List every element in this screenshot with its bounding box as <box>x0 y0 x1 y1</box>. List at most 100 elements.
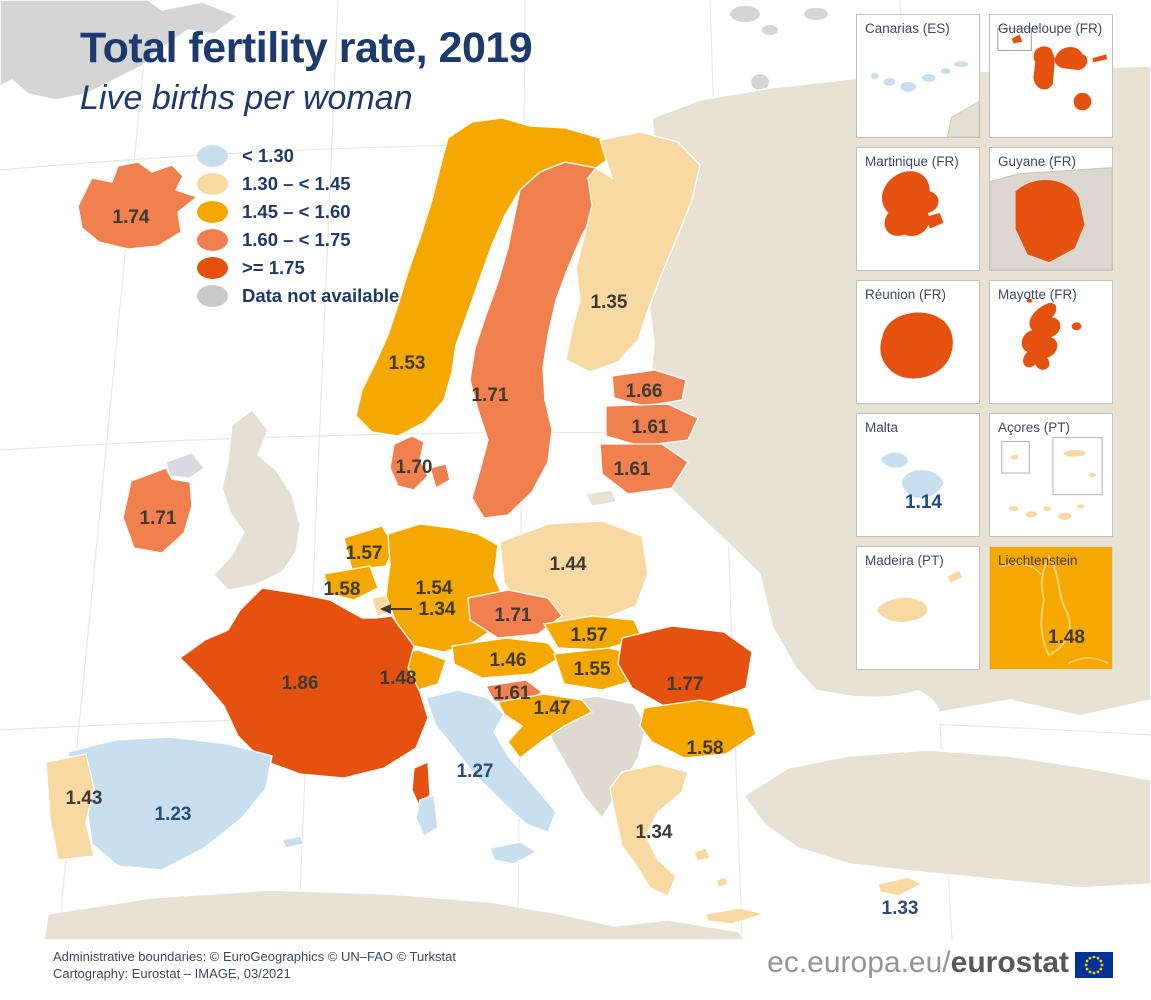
country-italy <box>415 689 557 865</box>
country-iceland <box>77 161 199 250</box>
value-label-luxembourg: 1.34 <box>419 599 456 620</box>
value-label-germany: 1.54 <box>416 578 453 599</box>
inset-title: Mayotte (FR) <box>998 287 1077 302</box>
inset-liechtenstein: Liechtenstein 1.48 <box>989 546 1113 670</box>
inset-guyane: Guyane (FR) <box>989 147 1113 271</box>
inset-panels: Canarias (ES) Guadeloupe (FR) Martinique… <box>856 14 1113 670</box>
inset-title: Malta <box>865 420 899 435</box>
value-label-romania: 1.77 <box>667 674 704 695</box>
legend-label: 1.60 – < 1.75 <box>242 229 351 250</box>
value-label-sweden: 1.71 <box>472 385 509 406</box>
inset-title: Açores (PT) <box>998 420 1071 435</box>
country-ireland <box>122 467 193 554</box>
value-label-slovenia: 1.61 <box>494 683 531 704</box>
inset-malta: Malta 1.14 <box>856 413 980 537</box>
country-portugal <box>45 753 95 861</box>
footer-line1: Administrative boundaries: © EuroGeograp… <box>53 949 457 964</box>
legend-swatch <box>197 285 228 307</box>
value-label-estonia: 1.66 <box>626 381 663 402</box>
inset-reunion: Réunion (FR) <box>856 280 980 404</box>
value-label-ireland: 1.71 <box>140 508 177 529</box>
inset-map-liechtenstein <box>999 554 1109 664</box>
logo-eurostat: eurostat <box>950 946 1069 979</box>
value-label-austria: 1.46 <box>490 650 527 671</box>
inset-canarias: Canarias (ES) <box>856 14 980 138</box>
kaliningrad <box>585 489 617 507</box>
arctic-island <box>730 6 760 22</box>
arctic-island <box>751 74 769 90</box>
inset-map-malta <box>880 452 944 498</box>
inset-value-liechtenstein: 1.48 <box>1048 627 1085 648</box>
inset-madeira: Madeira (PT) <box>856 546 980 670</box>
map-annotations: 1.74 1.53 1.71 1.35 1.70 1.66 1.61 1.61 1.71 1.57… <box>66 207 919 919</box>
luxembourg-arrow-head <box>380 604 391 614</box>
inset-map-guadeloupe <box>997 28 1108 111</box>
country-estonia <box>611 369 687 407</box>
legend-row: >= 1.75 <box>197 254 399 282</box>
black-sea <box>752 689 941 770</box>
arctic-island <box>804 8 828 20</box>
united-kingdom <box>213 409 301 591</box>
value-label-norway: 1.53 <box>389 353 426 374</box>
inset-guadeloupe: Guadeloupe (FR) <box>989 14 1113 138</box>
legend-label: 1.45 – < 1.60 <box>242 201 351 222</box>
legend-row: < 1.30 <box>197 142 399 170</box>
value-label-iceland: 1.74 <box>113 207 150 228</box>
legend-label: 1.30 – < 1.45 <box>242 173 351 194</box>
value-label-spain: 1.23 <box>155 804 192 825</box>
inset-title: Guyane (FR) <box>998 154 1077 169</box>
inset-map-mayotte <box>1021 298 1082 370</box>
greenland <box>0 0 240 101</box>
inset-acores: Açores (PT) <box>989 413 1113 537</box>
legend-row: 1.45 – < 1.60 <box>197 198 399 226</box>
inset-mayotte: Mayotte (FR) <box>989 280 1113 404</box>
value-label-czechia: 1.71 <box>495 605 532 626</box>
country-layer <box>45 117 924 925</box>
legend-row: 1.30 – < 1.45 <box>197 170 399 198</box>
legend: < 1.30 1.30 – < 1.45 1.45 – < 1.60 1.60 – <… <box>197 142 399 310</box>
value-label-latvia: 1.61 <box>632 417 669 438</box>
eu-flag-stars <box>1084 955 1104 975</box>
value-label-slovakia: 1.57 <box>571 625 608 646</box>
inset-map-guyane <box>990 167 1112 270</box>
eu-flag-icon <box>1075 952 1113 978</box>
value-label-poland: 1.44 <box>550 554 587 575</box>
legend-label: Data not available <box>242 285 400 306</box>
value-label-cyprus: 1.33 <box>882 898 919 919</box>
legend-label: >= 1.75 <box>242 257 305 278</box>
value-label-bulgaria: 1.58 <box>687 738 724 759</box>
turkey <box>742 749 1151 889</box>
north-africa <box>43 889 745 940</box>
legend-swatch <box>197 173 228 195</box>
inset-title: Liechtenstein <box>998 553 1078 568</box>
footer-credits: Administrative boundaries: © EuroGeograp… <box>53 948 456 982</box>
arctic-island <box>762 25 778 35</box>
country-bulgaria <box>639 699 757 759</box>
country-latvia <box>605 403 699 447</box>
country-cyprus <box>877 876 924 897</box>
country-norway <box>355 117 620 437</box>
inset-map-madeira <box>876 570 963 623</box>
value-label-denmark: 1.70 <box>396 457 433 478</box>
legend-swatch <box>197 257 228 279</box>
value-label-hungary: 1.55 <box>574 659 611 680</box>
legend-swatch <box>197 201 228 223</box>
value-label-croatia: 1.47 <box>534 698 571 719</box>
inset-title: Madeira (PT) <box>865 553 944 568</box>
country-lithuania <box>599 443 689 495</box>
legend-swatch <box>197 229 228 251</box>
inset-title: Réunion (FR) <box>865 287 947 302</box>
legend-swatch <box>197 145 228 167</box>
legend-label: < 1.30 <box>242 145 294 166</box>
inset-map-reunion <box>880 312 953 379</box>
legend-row: Data not available <box>197 282 399 310</box>
logo-url-prefix: ec.europa.eu/ <box>767 946 951 979</box>
inset-martinique: Martinique (FR) <box>856 147 980 271</box>
country-denmark <box>389 435 451 491</box>
value-label-france: 1.86 <box>282 673 319 694</box>
inset-title: Martinique (FR) <box>865 154 959 169</box>
country-finland <box>565 131 701 373</box>
inset-title: Guadeloupe (FR) <box>998 21 1103 36</box>
inset-map-canarias <box>870 61 979 137</box>
